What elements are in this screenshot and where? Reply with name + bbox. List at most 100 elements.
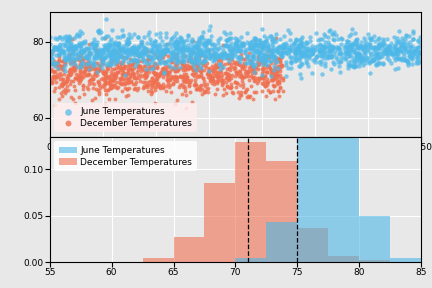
December Temperatures — [189, 72, 196, 76]
June Temperatures — [321, 56, 327, 60]
December Temperatures — [112, 84, 119, 89]
June Temperatures — [271, 67, 278, 72]
June Temperatures — [312, 48, 319, 53]
June Temperatures — [122, 73, 129, 78]
December Temperatures — [91, 72, 98, 76]
December Temperatures — [276, 80, 283, 85]
June Temperatures — [156, 60, 162, 65]
June Temperatures — [360, 46, 367, 51]
June Temperatures — [210, 52, 216, 56]
Bar — [143, 258, 174, 262]
December Temperatures — [107, 78, 114, 82]
June Temperatures — [237, 55, 244, 60]
June Temperatures — [169, 57, 176, 61]
June Temperatures — [409, 37, 416, 41]
June Temperatures — [73, 47, 79, 51]
June Temperatures — [98, 48, 105, 52]
June Temperatures — [386, 50, 393, 55]
June Temperatures — [365, 47, 372, 52]
June Temperatures — [337, 70, 343, 75]
June Temperatures — [343, 39, 350, 44]
June Temperatures — [173, 44, 180, 49]
June Temperatures — [175, 41, 181, 46]
December Temperatures — [271, 96, 278, 101]
June Temperatures — [274, 59, 281, 64]
June Temperatures — [319, 71, 326, 76]
June Temperatures — [354, 54, 361, 58]
June Temperatures — [161, 49, 168, 54]
December Temperatures — [217, 70, 224, 75]
June Temperatures — [199, 59, 206, 64]
December Temperatures — [98, 60, 105, 65]
June Temperatures — [321, 45, 327, 50]
June Temperatures — [315, 49, 322, 54]
December Temperatures — [226, 86, 233, 91]
December Temperatures — [164, 69, 171, 74]
June Temperatures — [246, 46, 253, 50]
December Temperatures — [58, 63, 65, 68]
December Temperatures — [144, 58, 151, 63]
December Temperatures — [224, 72, 231, 76]
June Temperatures — [95, 29, 102, 33]
December Temperatures — [264, 48, 271, 53]
June Temperatures — [119, 60, 126, 65]
June Temperatures — [302, 54, 309, 59]
June Temperatures — [354, 51, 361, 55]
December Temperatures — [107, 82, 114, 87]
June Temperatures — [68, 62, 75, 66]
June Temperatures — [159, 57, 165, 62]
December Temperatures — [248, 67, 255, 71]
June Temperatures — [178, 50, 185, 54]
December Temperatures — [130, 71, 137, 75]
June Temperatures — [155, 44, 162, 49]
December Temperatures — [253, 66, 260, 71]
June Temperatures — [278, 45, 285, 50]
December Temperatures — [197, 61, 204, 65]
December Temperatures — [60, 79, 67, 84]
December Temperatures — [279, 63, 286, 68]
December Temperatures — [74, 76, 81, 81]
December Temperatures — [182, 72, 189, 77]
June Temperatures — [107, 61, 114, 66]
June Temperatures — [256, 53, 263, 58]
June Temperatures — [297, 43, 304, 48]
June Temperatures — [234, 39, 241, 43]
June Temperatures — [240, 44, 247, 49]
June Temperatures — [391, 45, 397, 50]
June Temperatures — [259, 58, 266, 62]
December Temperatures — [247, 59, 254, 64]
June Temperatures — [253, 56, 260, 61]
June Temperatures — [392, 52, 399, 56]
June Temperatures — [318, 54, 324, 58]
December Temperatures — [171, 75, 178, 79]
December Temperatures — [97, 66, 104, 71]
December Temperatures — [63, 56, 70, 61]
December Temperatures — [245, 70, 251, 74]
June Temperatures — [194, 50, 200, 54]
December Temperatures — [258, 44, 265, 49]
December Temperatures — [276, 79, 283, 84]
June Temperatures — [49, 52, 56, 57]
June Temperatures — [296, 37, 303, 42]
December Temperatures — [211, 67, 218, 71]
December Temperatures — [134, 88, 141, 92]
June Temperatures — [120, 57, 127, 62]
December Temperatures — [259, 59, 266, 64]
December Temperatures — [254, 75, 261, 80]
June Temperatures — [172, 45, 178, 49]
June Temperatures — [269, 37, 276, 41]
June Temperatures — [133, 50, 140, 54]
December Temperatures — [205, 72, 212, 76]
December Temperatures — [108, 75, 114, 80]
June Temperatures — [262, 39, 269, 44]
December Temperatures — [76, 67, 83, 72]
June Temperatures — [384, 43, 391, 48]
June Temperatures — [211, 55, 218, 60]
June Temperatures — [161, 61, 168, 66]
June Temperatures — [65, 35, 72, 40]
December Temperatures — [182, 79, 189, 83]
June Temperatures — [92, 54, 99, 59]
December Temperatures — [187, 65, 194, 70]
June Temperatures — [162, 35, 169, 39]
Legend: June Temperatures, December Temperatures: June Temperatures, December Temperatures — [54, 141, 197, 171]
